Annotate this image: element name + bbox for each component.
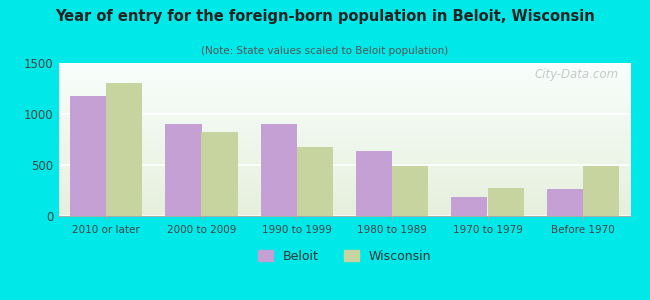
Bar: [261, 124, 297, 216]
Text: City-Data.com: City-Data.com: [535, 68, 619, 81]
Bar: [547, 190, 583, 216]
Bar: [297, 147, 333, 216]
Bar: [583, 166, 619, 216]
Bar: [392, 166, 428, 216]
Bar: [106, 83, 142, 216]
Bar: [488, 188, 524, 216]
Bar: [165, 124, 202, 216]
Bar: [70, 96, 106, 216]
Bar: [202, 132, 238, 216]
Bar: [451, 196, 488, 216]
Legend: Beloit, Wisconsin: Beloit, Wisconsin: [253, 245, 436, 268]
Bar: [356, 151, 392, 216]
Text: (Note: State values scaled to Beloit population): (Note: State values scaled to Beloit pop…: [202, 46, 448, 56]
Text: Year of entry for the foreign-born population in Beloit, Wisconsin: Year of entry for the foreign-born popul…: [55, 9, 595, 24]
